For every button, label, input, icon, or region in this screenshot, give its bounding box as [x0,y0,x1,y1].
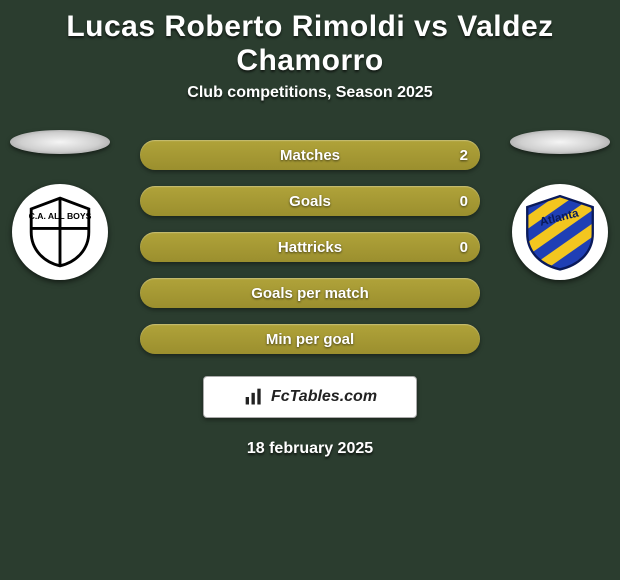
content-area: C.A. ALL BOYS [0,130,620,458]
left-player-column: C.A. ALL BOYS [10,130,110,280]
subtitle: Club competitions, Season 2025 [0,84,620,130]
all-boys-badge-icon: C.A. ALL BOYS [24,196,96,268]
club-badge-left: C.A. ALL BOYS [12,184,108,280]
stat-bar-min-per-goal: Min per goal [140,324,480,354]
stat-value: 0 [460,239,468,256]
stat-label: Hattricks [278,239,342,256]
stat-bar-hattricks: Hattricks 0 [140,232,480,262]
right-player-column: Atlanta [510,130,610,280]
logo-text: FcTables.com [271,388,377,406]
player-placeholder-left [10,130,110,154]
date-line: 18 february 2025 [0,440,620,458]
stat-bar-goals-per-match: Goals per match [140,278,480,308]
bar-chart-icon [243,387,265,407]
player-placeholder-right [510,130,610,154]
stat-label: Goals per match [251,285,369,302]
atlanta-badge-icon: Atlanta [521,193,599,271]
svg-text:C.A. ALL BOYS: C.A. ALL BOYS [29,211,92,221]
fctables-logo[interactable]: FcTables.com [203,376,417,418]
stat-label: Goals [289,193,331,210]
stat-bar-goals: Goals 0 [140,186,480,216]
comparison-card: Lucas Roberto Rimoldi vs Valdez Chamorro… [0,0,620,458]
page-title: Lucas Roberto Rimoldi vs Valdez Chamorro [0,0,620,84]
stat-value: 2 [460,147,468,164]
stat-value: 0 [460,193,468,210]
stat-label: Matches [280,147,340,164]
stat-label: Min per goal [266,331,354,348]
stat-bars: Matches 2 Goals 0 Hattricks 0 Goals per … [140,130,480,354]
club-badge-right: Atlanta [512,184,608,280]
stat-bar-matches: Matches 2 [140,140,480,170]
